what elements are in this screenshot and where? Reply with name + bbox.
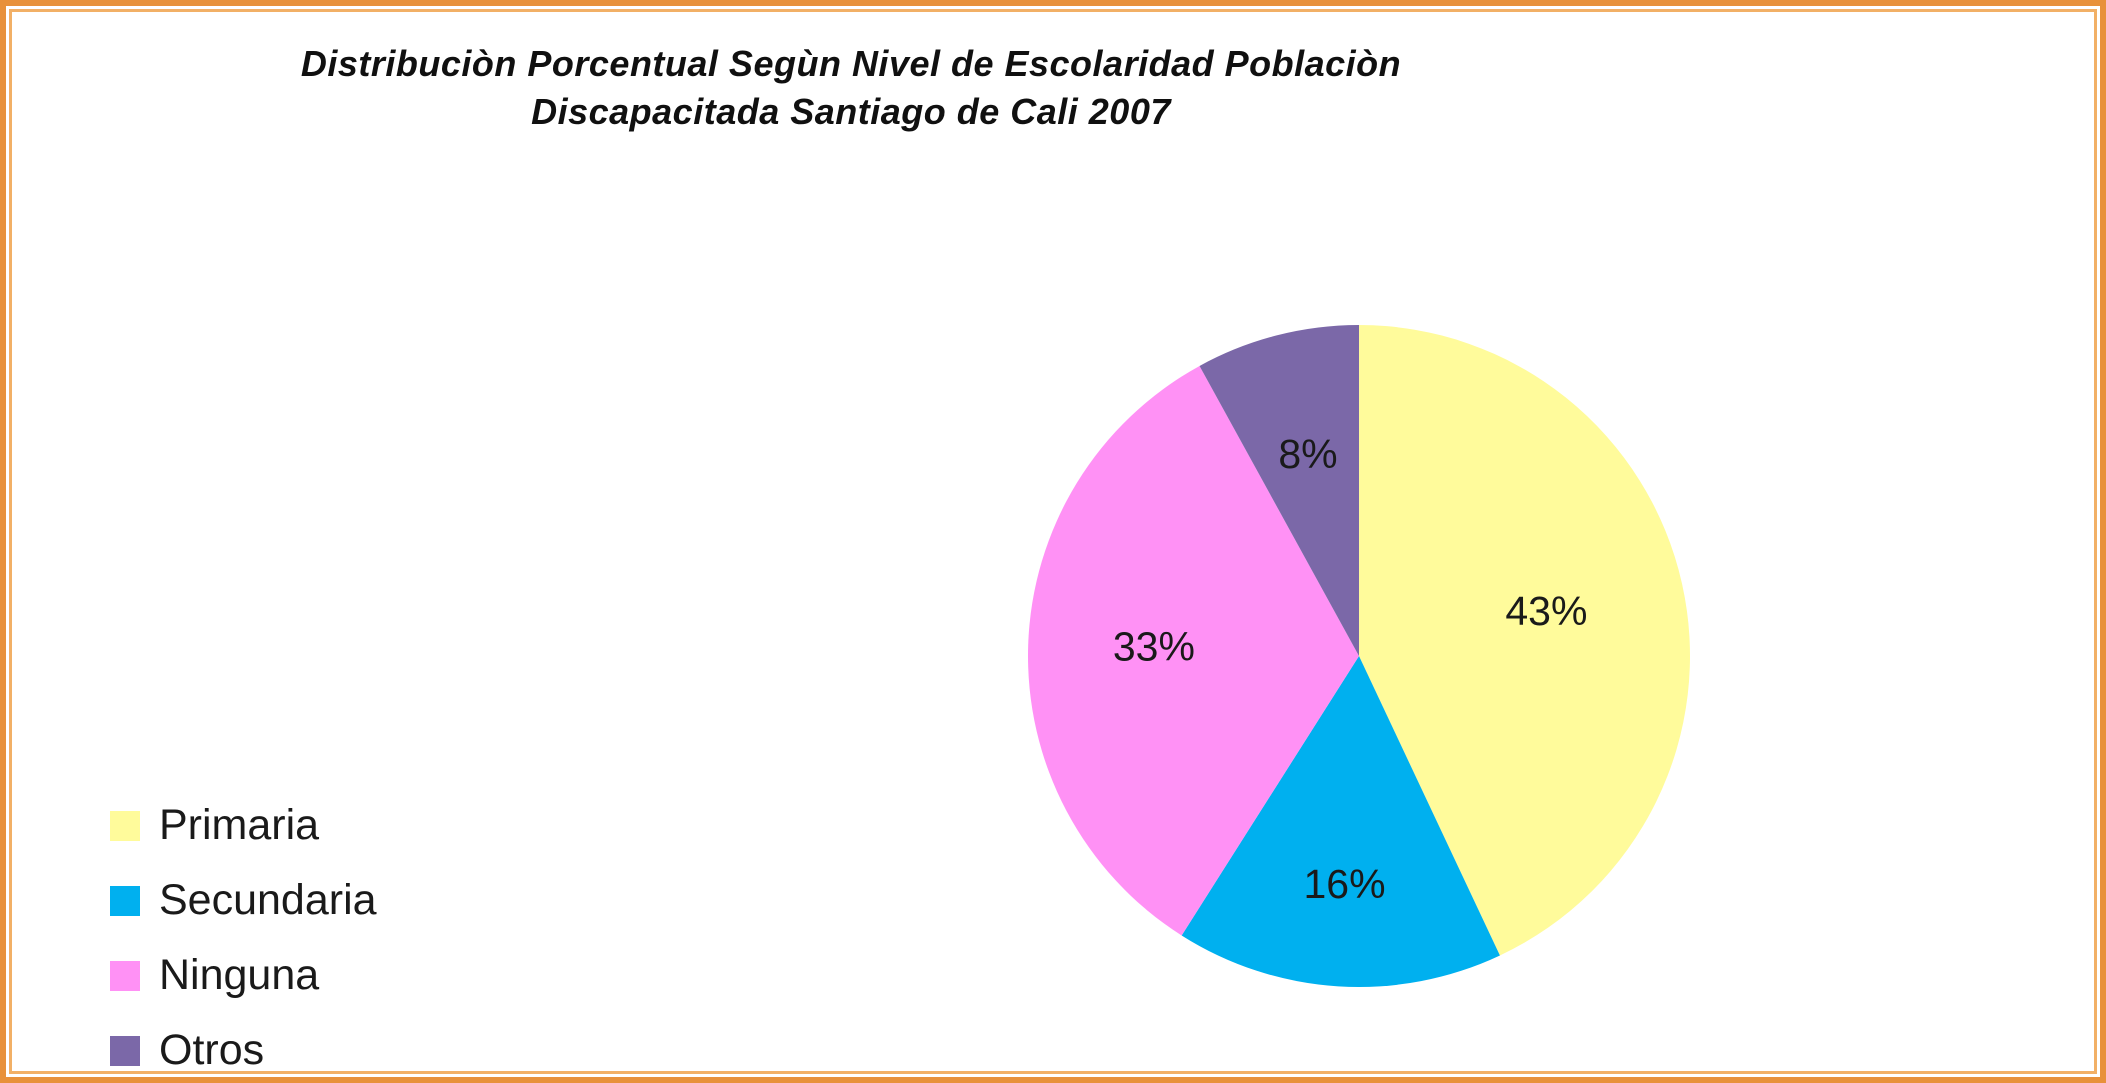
legend-item-label: Secundaria <box>159 876 377 924</box>
pie-data-label: 8% <box>1278 431 1337 477</box>
legend-item[interactable]: Ninguna <box>110 938 490 1013</box>
legend-item-label: Ninguna <box>159 951 320 999</box>
pie-slice[interactable] <box>1027 365 1359 936</box>
color-swatch-icon <box>110 885 140 916</box>
chart-title: Distribuciòn Porcentual Segùn Nivel de E… <box>300 43 1402 132</box>
pie-data-label-group: 43% 16% 33% 8% <box>1113 431 1588 907</box>
pie-data-label: 43% <box>1505 588 1587 634</box>
pie-slice[interactable] <box>1359 325 1691 956</box>
pie-chart: 43% 16% 33% 8% <box>1027 324 1691 988</box>
pie-slice[interactable] <box>1181 656 1500 987</box>
pie-data-label: 16% <box>1303 861 1385 907</box>
pie-slice[interactable] <box>1199 325 1359 656</box>
legend-item[interactable]: Secundaria <box>110 863 490 938</box>
pie-data-label: 33% <box>1113 623 1195 669</box>
color-swatch-icon <box>110 810 140 841</box>
legend-item-label: Primaria <box>159 801 320 849</box>
color-swatch-icon <box>110 960 140 991</box>
legend-item-label: Otros <box>159 1026 265 1074</box>
legend-item[interactable]: Primaria <box>110 788 490 863</box>
color-swatch-icon <box>110 1035 140 1066</box>
pie-slice-group <box>1027 325 1691 987</box>
legend: Primaria Secundaria Ninguna Otros <box>110 788 490 1077</box>
pie-chart-svg: 43% 16% 33% 8% <box>1027 325 1691 987</box>
legend-item[interactable]: Otros <box>110 1013 490 1077</box>
